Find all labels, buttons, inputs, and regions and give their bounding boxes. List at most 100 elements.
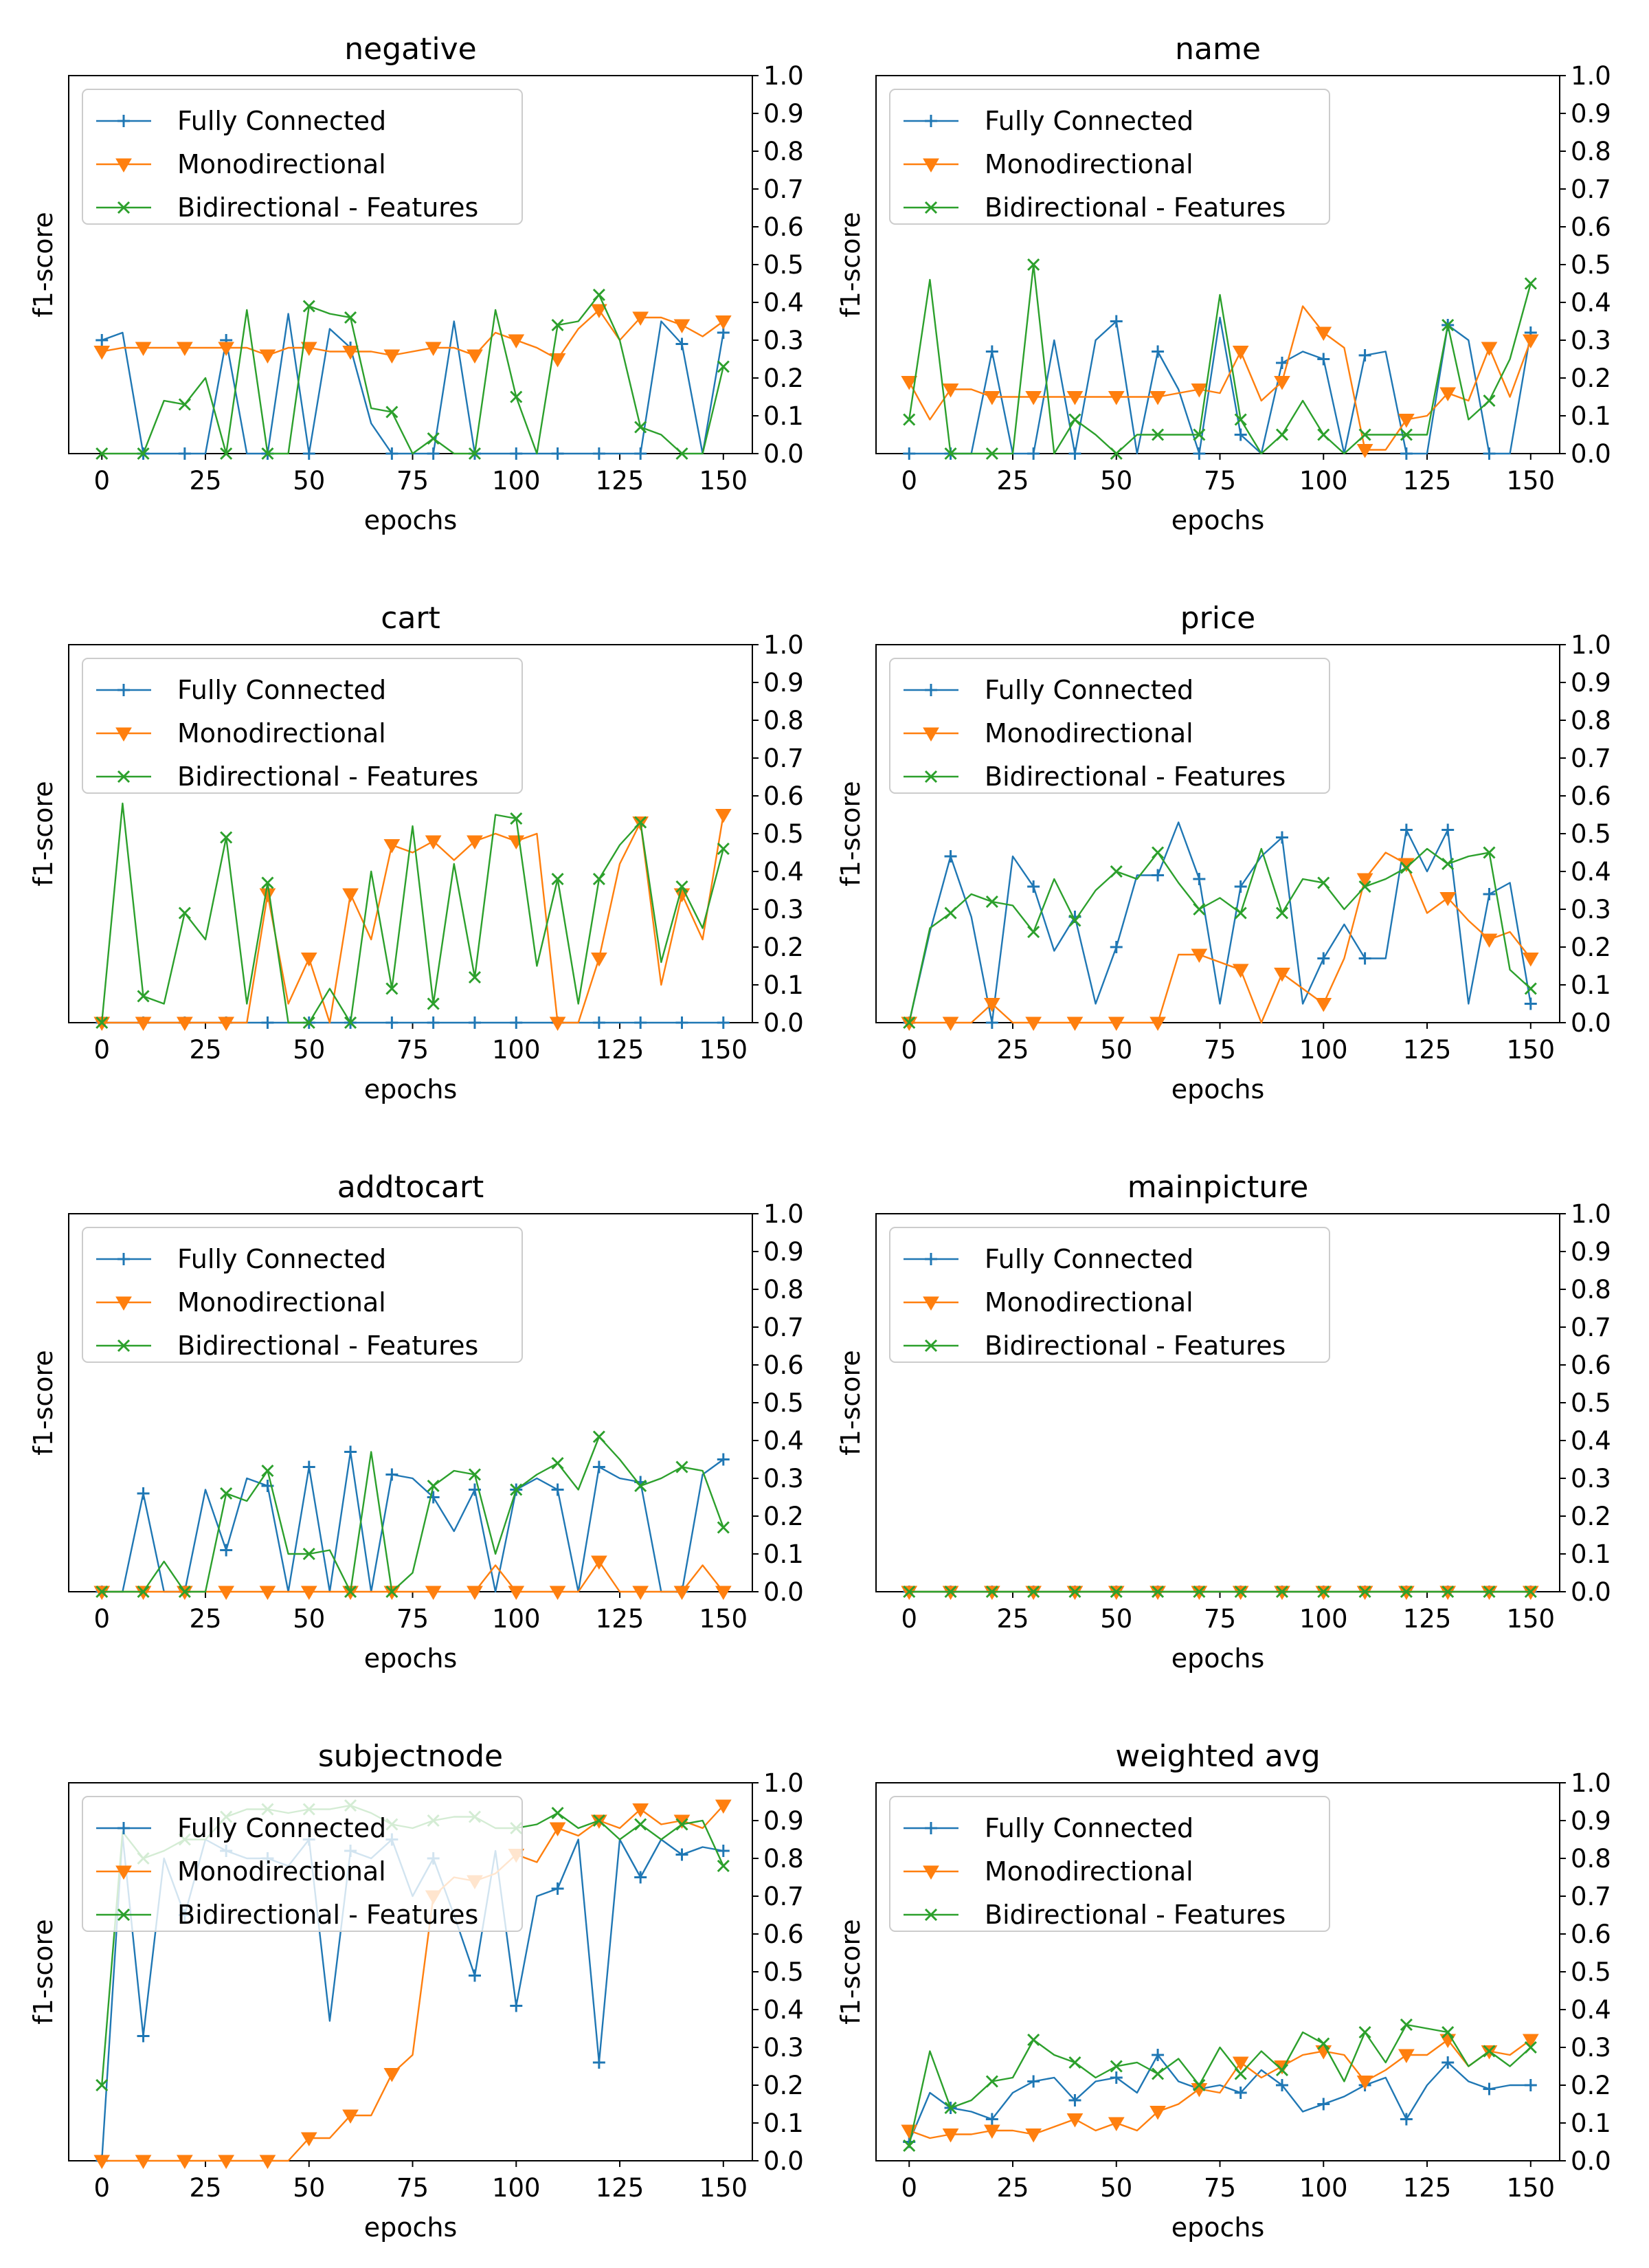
data-point [178, 1585, 191, 1599]
y-tick-label: 0.5 [763, 1957, 804, 1987]
y-tick-label: 0.4 [1571, 1995, 1611, 2025]
series-bidirectional-features [903, 258, 1537, 460]
y-tick-label: 0.3 [1571, 895, 1611, 924]
data-point [1442, 318, 1455, 332]
legend-label: Bidirectional - Features [985, 192, 1286, 223]
y-tick-label: 1.0 [763, 61, 804, 91]
legend-label: Fully Connected [177, 1813, 386, 1843]
data-point [385, 1585, 399, 1599]
data-point [1358, 1585, 1371, 1599]
data-point [717, 360, 730, 373]
y-tick-label: 0.1 [763, 2109, 804, 2138]
data-point [1110, 2071, 1123, 2084]
data-point [137, 447, 150, 460]
data-point [300, 2132, 317, 2146]
x-tick-label: 25 [996, 1604, 1029, 1634]
legend-entry: Monodirectional [96, 149, 386, 179]
y-tick-label: 0.4 [1571, 857, 1611, 887]
data-point [675, 1460, 688, 1474]
y-tick-label: 1.0 [1571, 1768, 1611, 1798]
series-monodirectional [93, 809, 732, 1031]
series-bidirectional-features [96, 802, 730, 1030]
series-line [908, 847, 1532, 1023]
data-point [1149, 391, 1166, 405]
x-axis-label: epochs [364, 2212, 458, 2243]
series-bidirectional-features [903, 846, 1537, 1030]
x-tick-label: 25 [189, 2173, 221, 2203]
data-point [632, 311, 649, 326]
data-point [634, 1871, 647, 1884]
legend-label: Monodirectional [177, 718, 386, 748]
series-bidirectional-features [96, 288, 730, 460]
data-point [176, 1016, 193, 1031]
legend-box [82, 89, 523, 225]
data-point [1234, 413, 1247, 426]
series-line [102, 293, 724, 455]
series-monodirectional [93, 1799, 732, 2169]
data-point [675, 337, 688, 351]
data-point [1193, 2078, 1206, 2092]
data-point [985, 447, 998, 460]
data-point [468, 1016, 481, 1029]
y-tick-label: 0.9 [1571, 1806, 1611, 1836]
data-point [551, 318, 564, 332]
series-line [101, 309, 724, 360]
legend-marker [115, 1865, 132, 1880]
y-tick-label: 0.5 [1571, 1957, 1611, 1987]
y-tick-label: 0.6 [1571, 1350, 1611, 1380]
data-point [549, 1822, 566, 1836]
y-tick-label: 0.4 [763, 1995, 804, 2025]
x-tick-label: 0 [901, 1035, 917, 1065]
legend-entry: Fully Connected [904, 675, 1193, 705]
data-point [1522, 334, 1539, 348]
data-point [510, 1016, 523, 1029]
x-tick-label: 75 [1204, 466, 1236, 496]
data-point [944, 850, 957, 863]
data-point [942, 1016, 959, 1031]
x-tick-label: 50 [293, 1604, 325, 1634]
x-tick-label: 25 [996, 466, 1029, 496]
legend-entry: Monodirectional [904, 718, 1193, 748]
data-point [1193, 873, 1206, 885]
data-point [1149, 1016, 1166, 1031]
y-tick-label: 0.3 [1571, 2033, 1611, 2063]
y-axis-label: f1-score [28, 1919, 58, 2024]
y-tick-label: 1.0 [763, 1199, 804, 1229]
x-tick-label: 100 [1299, 1035, 1348, 1065]
data-point [1110, 447, 1123, 460]
data-point [220, 831, 233, 844]
series-monodirectional [901, 2034, 1539, 2143]
data-point [983, 2124, 1000, 2139]
y-tick-label: 0.4 [1571, 1426, 1611, 1456]
y-tick-label: 0.7 [763, 744, 804, 773]
data-point [549, 1016, 566, 1031]
data-point [1358, 880, 1371, 893]
y-tick-label: 0.2 [1571, 2071, 1611, 2100]
legend-marker [923, 158, 939, 173]
x-tick-label: 50 [1100, 2173, 1132, 2203]
legend-marker [924, 770, 938, 783]
data-point [510, 1483, 523, 1496]
y-tick-label: 0.6 [763, 1350, 804, 1380]
data-point [510, 812, 523, 825]
series-line [909, 852, 1532, 1024]
data-point [1522, 953, 1539, 967]
legend-marker [925, 115, 937, 127]
y-tick-label: 0.2 [763, 933, 804, 962]
data-point [1068, 914, 1081, 927]
legend-entry: Fully Connected [96, 675, 386, 705]
data-point [549, 1586, 566, 1600]
y-tick-label: 0.5 [763, 250, 804, 280]
x-tick-label: 75 [396, 1035, 429, 1065]
data-point [1275, 1585, 1289, 1599]
data-point [1110, 315, 1123, 328]
legend-label: Monodirectional [177, 1856, 386, 1887]
data-point [1317, 2037, 1330, 2050]
x-tick-label: 50 [293, 2173, 325, 2203]
series-bidirectional-features [96, 1430, 730, 1599]
data-point [259, 888, 276, 902]
data-point [1483, 447, 1496, 460]
data-point [1027, 2033, 1040, 2047]
data-point [261, 1016, 274, 1029]
y-tick-label: 0.0 [763, 2146, 804, 2176]
